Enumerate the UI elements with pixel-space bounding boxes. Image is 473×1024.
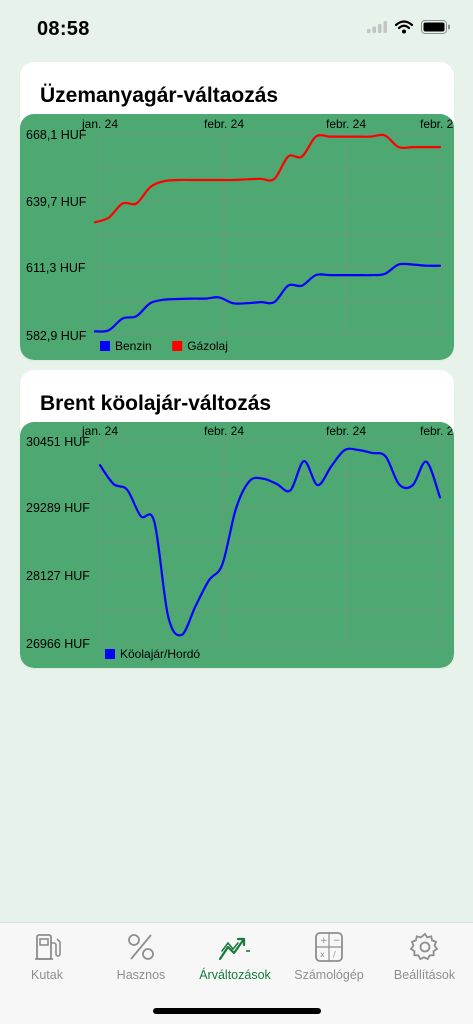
gear-icon: [409, 932, 438, 961]
svg-text:x: x: [320, 950, 325, 959]
tab-beallitasok[interactable]: Beállítások: [376, 923, 473, 993]
series-line-benzin: [93, 262, 442, 333]
y-tick-label: 26966 HUF: [26, 637, 90, 651]
x-tick-label: febr. 24: [420, 117, 454, 131]
tab-bar: Kutak Hasznos Árváltozások + − x / Számo…: [0, 922, 473, 1024]
tab-kutak[interactable]: Kutak: [0, 923, 94, 993]
series-line-k-olaj-r-hord-: [98, 447, 442, 637]
svg-text:−: −: [333, 936, 341, 946]
x-tick-label: jan. 24: [81, 117, 118, 131]
legend-swatch: [172, 341, 183, 351]
legend-swatch: [105, 649, 115, 659]
y-tick-label: 29289 HUF: [26, 501, 90, 515]
fuel-pump-icon: [35, 934, 61, 960]
legend-label: Gázolaj: [187, 339, 228, 353]
legend-label: Benzin: [115, 339, 152, 353]
tab-label: Kutak: [31, 968, 63, 982]
x-tick-label: febr. 24: [420, 424, 454, 438]
home-indicator: [153, 1008, 321, 1014]
y-tick-label: 30451 HUF: [26, 435, 90, 449]
x-tick-label: febr. 24: [326, 424, 366, 438]
x-tick-label: febr. 24: [326, 117, 366, 131]
y-tick-label: 639,7 HUF: [26, 195, 87, 209]
tab-label: Hasznos: [116, 968, 166, 982]
trend-chart-icon: [218, 937, 250, 961]
y-tick-label: 611,3 HUF: [26, 261, 86, 275]
legend-label: Köolajár/Hordó: [120, 647, 200, 661]
card-title: Üzemanyagár-váltaozás: [40, 84, 279, 107]
x-tick-label: jan. 24: [81, 424, 118, 438]
calculator-icon: + − x /: [315, 932, 343, 962]
tab-szamologep[interactable]: + − x / Számológép: [282, 923, 376, 993]
battery-icon: [421, 20, 450, 34]
card-title: Brent köolajár-változás: [40, 392, 272, 415]
brent-price-chart: jan. 24 febr. 24 febr. 24 febr. 24 30451 HUF…: [20, 422, 454, 668]
y-tick-label: 668,1 HUF: [26, 128, 87, 142]
wifi-icon: [395, 20, 413, 34]
tab-label: Beállítások: [393, 968, 456, 982]
tab-label: Árváltozások: [199, 968, 271, 982]
brent-price-chart-svg: jan. 24 febr. 24 febr. 24 febr. 24 30451 HUF…: [26, 424, 454, 661]
brent-price-card: Brent köolajár-változás jan. 24 febr. 24 f…: [20, 370, 454, 668]
svg-text:/: /: [333, 950, 336, 959]
fuel-price-chart-svg: jan. 24 febr. 24 febr. 24 febr. 24 668,1 HUF…: [26, 117, 454, 353]
fuel-price-chart: jan. 24 febr. 24 febr. 24 febr. 24 668,1 HUF…: [20, 114, 454, 360]
signal-icon: [367, 21, 387, 33]
legend-swatch: [100, 341, 110, 351]
tab-arvaltozasok[interactable]: Árváltozások: [188, 923, 282, 993]
x-tick-label: febr. 24: [204, 424, 244, 438]
status-bar: 08:58: [0, 0, 473, 56]
status-icons: [367, 20, 451, 34]
series-line-g-zolaj: [93, 133, 442, 224]
svg-text:+: +: [320, 936, 328, 946]
y-tick-label: 28127 HUF: [26, 569, 90, 583]
y-tick-label: 582,9 HUF: [26, 329, 87, 343]
x-tick-label: febr. 24: [204, 117, 244, 131]
status-time: 08:58: [37, 18, 90, 40]
percent-icon: [128, 934, 154, 960]
fuel-price-card: Üzemanyagár-váltaozás jan. 24 febr. 24 feb…: [20, 62, 454, 360]
tab-label: Számológép: [294, 968, 364, 982]
tab-hasznos[interactable]: Hasznos: [94, 923, 188, 993]
